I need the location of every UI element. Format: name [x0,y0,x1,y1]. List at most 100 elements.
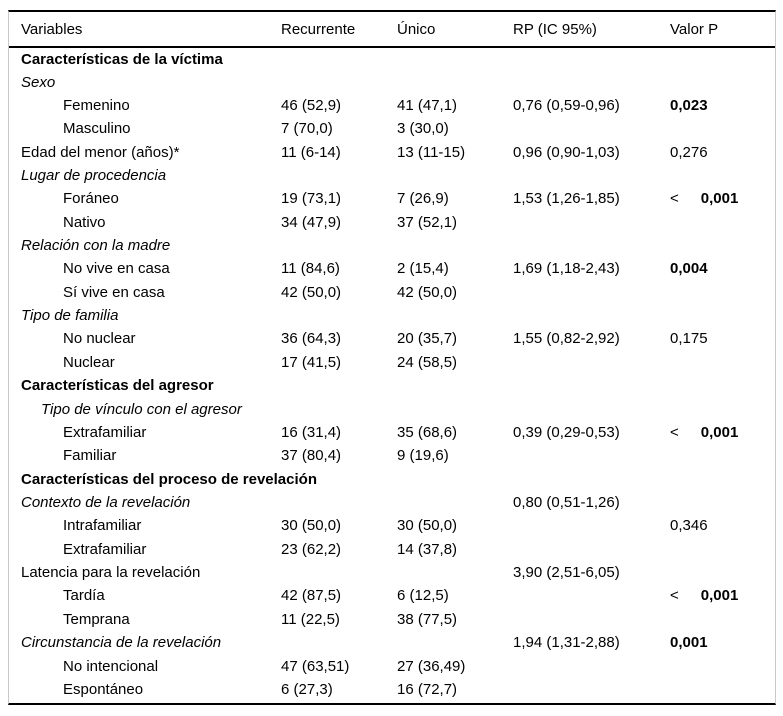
table-row: Lugar de procedencia [9,164,775,187]
cell-unico [397,304,513,327]
row-label: Familiar [63,447,117,465]
cell-rp [513,164,670,187]
table-row: Características del agresor [9,374,775,397]
cell-recurrente: 37 (80,4) [281,447,342,465]
table-row: Nuclear 17 (41,5) 24 (58,5) [9,351,775,374]
row-label: Circunstancia de la revelación [21,634,222,652]
cell-unico [397,561,513,584]
table-row: Características de la víctima [9,47,775,70]
row-label: Nativo [63,213,106,231]
row-label: Extrafamiliar [63,423,147,441]
cell-rp [513,584,670,607]
p-value: 0,001 [700,423,739,441]
row-label: No intencional [63,657,159,675]
cell-rp [513,351,670,374]
cell-unico: 2 (15,4) [397,260,449,278]
table-row: Femenino 46 (52,9) 41 (47,1) 0,76 (0,59-0,9… [9,94,775,117]
cell-rp [513,304,670,327]
cell-rp [513,211,670,234]
cell-rp [513,467,670,490]
cell-valor-p: <0,001 [670,187,775,210]
cell-valor-p [670,70,775,93]
cell-recurrente: 46 (52,9) [281,96,342,114]
cell-valor-p [670,444,775,467]
cell-valor-p [670,47,775,70]
cell-recurrente: 30 (50,0) [281,517,342,535]
table-row: Intrafamiliar 30 (50,0) 30 (50,0) 0,346 [9,514,775,537]
cell-recurrente [281,491,397,514]
cell-recurrente: 17 (41,5) [281,353,342,371]
table-row: Extrafamiliar 23 (62,2) 14 (37,8) [9,538,775,561]
cell-unico [397,467,513,490]
cell-recurrente: 42 (87,5) [281,587,342,605]
table-row: Tipo de familia [9,304,775,327]
cell-valor-p [670,374,775,397]
table-row: Temprana 11 (22,5) 38 (77,5) [9,608,775,631]
cell-recurrente: 16 (31,4) [281,423,342,441]
row-label: No nuclear [63,330,136,348]
cell-recurrente: 42 (50,0) [281,283,342,301]
row-label: Espontáneo [63,680,144,698]
cell-recurrente: 6 (27,3) [281,680,333,698]
cell-rp: 1,55 (0,82-2,92) [513,330,620,348]
cell-valor-p: <0,001 [670,421,775,444]
table-row: Familiar 37 (80,4) 9 (19,6) [9,444,775,467]
table-row: No vive en casa 11 (84,6) 2 (15,4) 1,69 (1,… [9,257,775,280]
cell-recurrente [281,70,397,93]
cell-unico: 7 (26,9) [397,190,449,208]
table-row: Latencia para la revelación 3,90 (2,51-6,… [9,561,775,584]
cell-unico: 38 (77,5) [397,610,458,628]
cell-unico [397,70,513,93]
cell-unico [397,47,513,70]
row-label: Extrafamiliar [63,540,147,558]
table-row: No intencional 47 (63,51) 27 (36,49) [9,654,775,677]
cell-valor-p: 0,023 [670,94,775,117]
less-than-sign: < [670,587,679,605]
cell-valor-p: 0,001 [670,631,775,654]
cell-recurrente [281,397,397,420]
cell-unico: 6 (12,5) [397,587,449,605]
cell-rp [513,234,670,257]
p-value: 0,023 [670,96,708,114]
cell-unico [397,397,513,420]
cell-rp [513,397,670,420]
row-label: Características de la víctima [21,50,223,68]
row-label: Sí vive en casa [63,283,165,301]
cell-recurrente [281,47,397,70]
col-header-unico: Único [397,20,436,38]
cell-valor-p [670,164,775,187]
cell-rp [513,47,670,70]
p-value: 0,001 [700,190,739,208]
cell-valor-p [670,538,775,561]
cell-valor-p: 0,276 [670,140,775,163]
p-value: 0,001 [700,587,739,605]
table-frame: Variables Recurrente Único RP (IC 95%) V… [8,10,776,705]
cell-unico: 30 (50,0) [397,517,458,535]
cell-rp [513,374,670,397]
table-row: Tardía 42 (87,5) 6 (12,5) <0,001 [9,584,775,607]
cell-recurrente: 11 (22,5) [281,610,340,628]
cell-recurrente: 11 (84,6) [281,260,340,278]
cell-rp [513,608,670,631]
less-than-sign: < [670,190,679,208]
table-row: Edad del menor (años)* 11 (6-14) 13 (11-15… [9,140,775,163]
row-label: Edad del menor (años)* [21,143,180,161]
cell-recurrente [281,374,397,397]
cell-recurrente [281,561,397,584]
table-row: Extrafamiliar 16 (31,4) 35 (68,6) 0,39 (0,2… [9,421,775,444]
cell-unico [397,234,513,257]
cell-unico: 9 (19,6) [397,447,449,465]
cell-unico [397,374,513,397]
table-row: Relación con la madre [9,234,775,257]
row-label: No vive en casa [63,260,170,278]
cell-rp: 3,90 (2,51-6,05) [513,564,620,582]
p-value: 0,004 [670,260,708,278]
cell-valor-p [670,467,775,490]
cell-valor-p: 0,004 [670,257,775,280]
cell-unico: 3 (30,0) [397,120,449,138]
cell-rp [513,514,670,537]
table-header: Variables Recurrente Único RP (IC 95%) V… [9,12,775,47]
cell-unico: 24 (58,5) [397,353,458,371]
row-label: Femenino [63,96,130,114]
